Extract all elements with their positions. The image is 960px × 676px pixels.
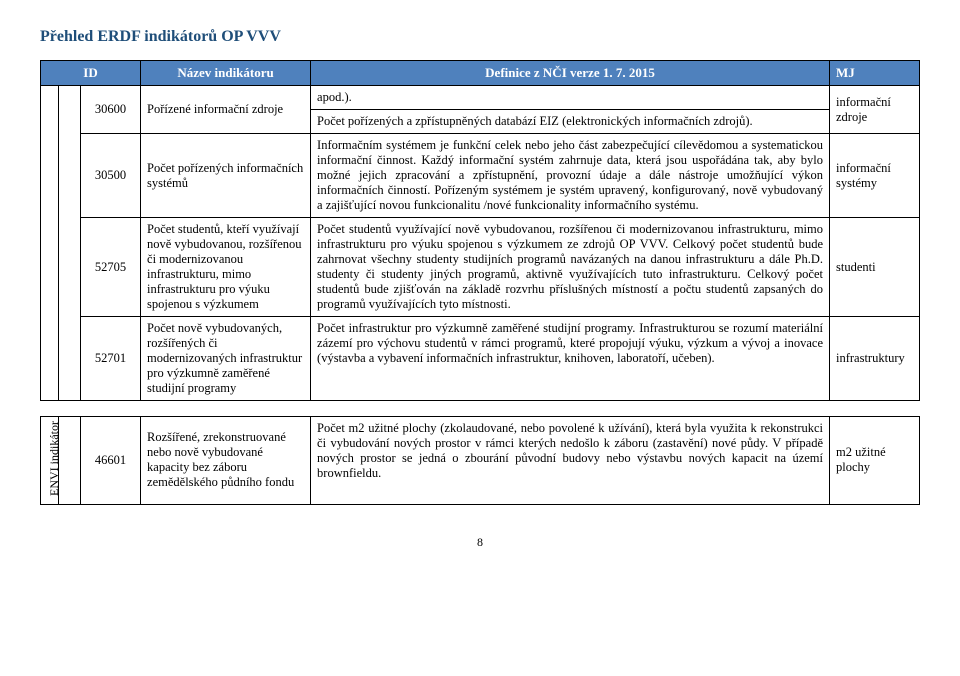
cell-name: Počet pořízených informačních systémů <box>141 134 311 218</box>
cell-id: 52705 <box>81 218 141 317</box>
table-row: 30500 Počet pořízených informačních syst… <box>41 134 920 218</box>
table-row: 30600 Pořízené informační zdroje apod.).… <box>41 86 920 110</box>
cell-mj: informační zdroje <box>830 86 920 134</box>
table-row: 52705 Počet studentů, kteří využívají no… <box>41 218 920 317</box>
table-header-row: ID Název indikátoru Definice z NČI verze… <box>41 61 920 86</box>
envi-label: ENVI indikátor <box>47 421 62 496</box>
col-header-def: Definice z NČI verze 1. 7. 2015 <box>311 61 830 86</box>
page-title: Přehled ERDF indikátorů OP VVV <box>40 28 920 46</box>
cell-def: Počet pořízených a zpřístupněných databá… <box>311 110 830 134</box>
cell-def: Počet studentů využívající nově vybudova… <box>311 218 830 317</box>
envi-label-cell: ENVI indikátor <box>41 417 59 505</box>
cell-name: Počet studentů, kteří využívají nově vyb… <box>141 218 311 317</box>
row-prefix-blank <box>41 86 59 401</box>
cell-mj: m2 užitné plochy <box>830 417 920 505</box>
row-envi-blank <box>59 86 81 401</box>
cell-mj: studenti <box>830 218 920 317</box>
cell-name: Pořízené informační zdroje <box>141 86 311 134</box>
cell-id: 46601 <box>81 417 141 505</box>
col-header-id: ID <box>41 61 141 86</box>
table-row: 52701 Počet nově vybudovaných, rozšířený… <box>41 317 920 401</box>
cell-mj: informační systémy <box>830 134 920 218</box>
col-header-name: Název indikátoru <box>141 61 311 86</box>
indicators-table: ID Název indikátoru Definice z NČI verze… <box>40 60 920 505</box>
cell-id: 30600 <box>81 86 141 134</box>
col-header-mj: MJ <box>830 61 920 86</box>
table-spacer <box>41 401 920 417</box>
page-container: Přehled ERDF indikátorů OP VVV ID Název … <box>0 0 960 570</box>
cell-name: Rozšířené, zrekonstruované nebo nově vyb… <box>141 417 311 505</box>
page-number: 8 <box>40 535 920 550</box>
cell-def: Počet m2 užitné plochy (zkolaudované, ne… <box>311 417 830 505</box>
cell-mj: infrastruktury <box>830 317 920 401</box>
cell-def: Informačním systémem je funkční celek ne… <box>311 134 830 218</box>
cell-id: 52701 <box>81 317 141 401</box>
table-row-envi: ENVI indikátor 46601 Rozšířené, zrekonst… <box>41 417 920 505</box>
cell-def-continuation: apod.). <box>311 86 830 110</box>
cell-def: Počet infrastruktur pro výzkumně zaměřen… <box>311 317 830 401</box>
cell-id: 30500 <box>81 134 141 218</box>
cell-name: Počet nově vybudovaných, rozšířených či … <box>141 317 311 401</box>
